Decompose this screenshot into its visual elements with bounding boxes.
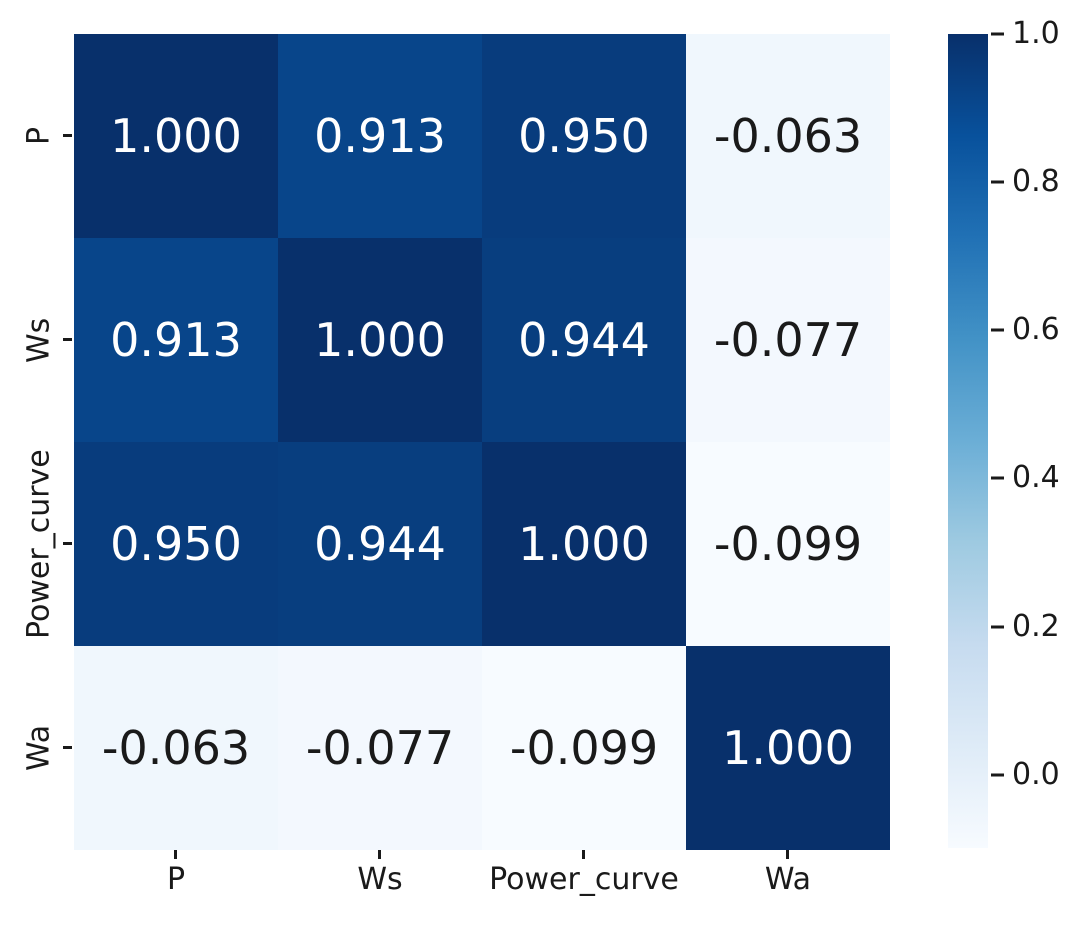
x-tick-mark [174,850,177,859]
x-tick-mark [582,850,585,859]
colorbar-gradient [948,34,988,848]
colorbar-tick-label: 0.4 [1012,460,1060,496]
heatmap-cell: 0.913 [278,34,482,238]
heatmap-cell: 0.944 [482,238,686,442]
x-tick-mark [378,850,381,859]
heatmap-cell: 0.950 [74,442,278,646]
heatmap-cell: 0.913 [74,238,278,442]
y-tick-mark [63,338,72,341]
cell-value: -0.063 [101,721,251,775]
heatmap-cell: -0.077 [278,646,482,850]
heatmap-cell: -0.099 [686,442,890,646]
y-tick-label: Power_curve [21,449,57,639]
y-tick-mark [63,542,72,545]
colorbar-tick-mark [991,180,1004,184]
colorbar-tick-label: 1.0 [1012,16,1060,51]
heatmap-cell: 1.000 [686,646,890,850]
y-tick-label: P [21,126,57,146]
cell-value: 0.913 [314,109,446,163]
heatmap-cell: 1.000 [482,442,686,646]
heatmap-cell: -0.063 [686,34,890,238]
cell-value: 1.000 [722,721,854,775]
cell-value: -0.063 [713,109,863,163]
x-tick-label: Ws [357,862,403,897]
colorbar-tick-mark [991,625,1004,629]
x-tick-label: P [166,862,186,897]
cell-value: -0.077 [713,313,863,367]
heatmap-cell: 0.944 [278,442,482,646]
colorbar-tick-label: 0.2 [1012,608,1060,644]
colorbar: 1.0 0.8 0.6 0.4 0.2 0.0 [948,19,1060,848]
cell-value: -0.099 [509,721,659,775]
cell-value: 0.944 [518,313,650,367]
cell-value: 1.000 [518,517,650,571]
y-tick-mark [63,746,72,749]
colorbar-tick-mark [991,476,1004,480]
x-tick-label: Power_curve [489,862,679,897]
cell-value: 0.950 [518,109,650,163]
heatmap-cell: -0.077 [686,238,890,442]
x-tick-label: Wa [764,862,812,897]
heatmap-cell: 1.000 [74,34,278,238]
cell-value: 0.913 [110,313,242,367]
colorbar-tick-label: 0.0 [1012,756,1060,792]
y-tick-mark [63,134,72,137]
heatmap-cell: 0.950 [482,34,686,238]
cell-value: 0.944 [314,517,446,571]
heatmap-cell: -0.099 [482,646,686,850]
cell-value: -0.077 [305,721,455,775]
heatmap-cell: 1.000 [278,238,482,442]
cell-value: 1.000 [314,313,446,367]
colorbar-tick-mark [991,32,1004,36]
y-tick-label: Ws [21,317,57,363]
x-tick-mark [786,850,789,859]
heatmap-cell: -0.063 [74,646,278,850]
y-tick-label: Wa [21,724,57,772]
cell-value: 0.950 [110,517,242,571]
heatmap-grid: 1.000 0.913 0.950 -0.063 0.913 1.000 0.9… [74,34,890,850]
cell-value: 1.000 [110,109,242,163]
colorbar-tick-label: 0.6 [1012,312,1060,348]
colorbar-tick-label: 0.8 [1012,164,1060,200]
cell-value: -0.099 [713,517,863,571]
colorbar-tick-mark [991,328,1004,332]
colorbar-tick-mark [991,773,1004,777]
